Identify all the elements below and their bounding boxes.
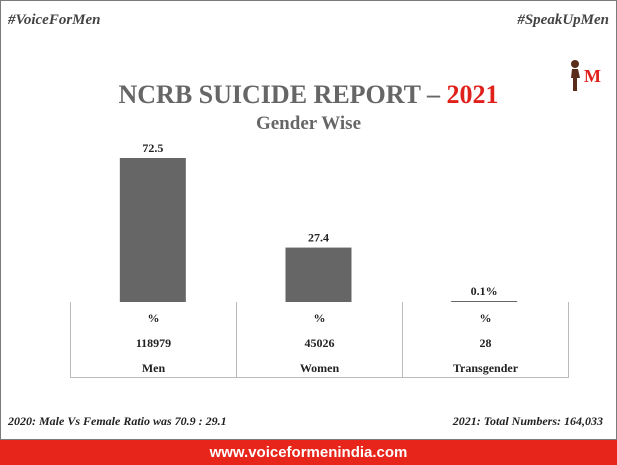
count-value: 45026 [304,336,335,350]
data-table: % 118979 Men % 45026 Women % 28 Transgen… [70,302,569,378]
category-label: Transgender [452,361,519,375]
table-column-transgender: % 28 Transgender [403,302,568,377]
category-label: Women [299,361,340,375]
unit-label: % [147,311,160,325]
table-column-women: % 45026 Women [237,302,403,377]
logo-letter: M [584,66,601,86]
data-label-men: 72.5 [142,141,163,155]
chart-title: NCRB SUICIDE REPORT – 2021 [0,80,617,110]
bar-chart: 72.5 27.4 0.1% [119,141,518,302]
count-value: 28 [479,336,492,350]
bar-men [119,158,186,302]
voiceformen-logo-icon: M [571,60,601,91]
footnote-ratio: 2020: Male Vs Female Ratio was 70.9 : 29… [8,414,227,428]
footnote-total: 2021: Total Numbers: 164,033 [452,414,603,428]
bar-transgender [451,301,518,302]
hashtag-voiceformen: #VoiceForMen [8,12,101,28]
hashtag-speakupmen: #SpeakUpMen [517,12,609,28]
count-value: 118979 [135,336,172,350]
chart-subtitle: Gender Wise [255,113,362,134]
bar-women [285,247,352,302]
title-year: 2021 [446,80,499,109]
website-banner[interactable]: www.voiceformenindia.com [0,440,617,465]
table-column-men: % 118979 Men [71,302,237,377]
category-label: Men [141,361,166,375]
unit-label: % [479,311,492,325]
data-label-women: 27.4 [308,231,329,245]
title-main: NCRB SUICIDE REPORT – [118,80,447,109]
unit-label: % [313,311,326,325]
data-label-transgender: 0.1% [471,284,498,298]
